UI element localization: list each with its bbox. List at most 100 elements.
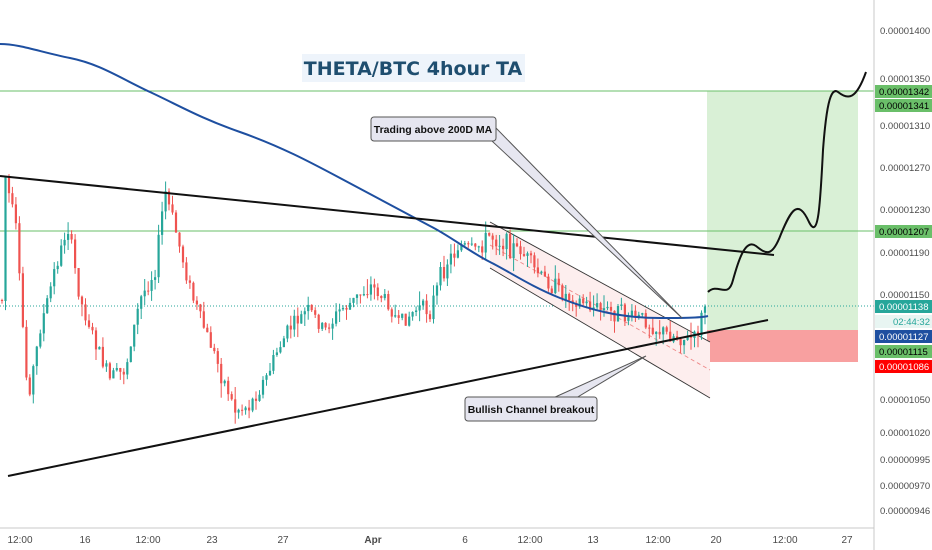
candle-body: [602, 308, 606, 311]
candle-body: [331, 323, 334, 329]
candle-body: [84, 304, 87, 321]
candle-body: [439, 267, 442, 286]
x-tick: 12:00: [7, 535, 32, 546]
badge-ma-text: 0.00001127: [879, 332, 929, 343]
candle-body: [216, 351, 219, 364]
badge-timer-text: 02:44:32: [893, 317, 930, 328]
candle-body: [683, 340, 686, 346]
channel-upper-line: [489, 221, 711, 343]
candle-body: [585, 301, 588, 304]
candle-body: [147, 290, 150, 292]
candle-body: [63, 239, 66, 246]
candle-body: [522, 254, 526, 256]
candle-body: [589, 301, 592, 311]
candle-body: [352, 297, 355, 303]
candle-body: [272, 355, 275, 371]
candle-body: [289, 325, 292, 330]
candle-body: [550, 288, 553, 294]
x-tick: Apr: [364, 535, 381, 546]
badge-target-2: [875, 99, 932, 112]
candle-body: [105, 363, 108, 367]
candle-body: [376, 287, 379, 296]
candle-body: [387, 294, 390, 310]
candle-body: [202, 311, 205, 328]
candle-body: [456, 250, 459, 258]
candle-body: [470, 243, 473, 245]
candle-body: [321, 322, 324, 329]
candle-body: [60, 245, 63, 266]
candle-body: [477, 246, 480, 248]
candle-body: [28, 377, 31, 395]
candle-body: [536, 267, 539, 274]
candle-body: [46, 298, 49, 314]
callout-breakout-pointer: [552, 355, 647, 399]
candle-body: [467, 243, 470, 245]
title-box: [302, 54, 525, 82]
ascending-trendline: [7, 319, 769, 477]
x-tick: 16: [79, 535, 91, 546]
candle-body: [324, 322, 327, 328]
candle-body: [432, 295, 435, 320]
candle-body: [554, 278, 557, 294]
candle-body: [70, 234, 73, 240]
candle-body: [77, 268, 80, 297]
candle-body: [355, 294, 359, 298]
candle-body: [328, 327, 331, 329]
callout-breakout-box: [464, 396, 598, 422]
candle-body: [679, 338, 682, 346]
x-tick: 20: [710, 535, 722, 546]
candle-body: [150, 280, 153, 291]
candle-body: [345, 307, 348, 310]
candle-body: [561, 285, 564, 300]
candle-body: [491, 235, 494, 240]
candle-body: [171, 204, 174, 213]
y-tick: 0.00001350: [880, 74, 930, 85]
candle-body: [206, 327, 209, 333]
candle-body: [314, 310, 317, 315]
candle-body: [67, 234, 70, 240]
callout-breakout-text: Bullish Channel breakout: [468, 404, 595, 416]
candle-body: [94, 330, 98, 350]
candle-body: [644, 313, 647, 328]
candle-body: [35, 346, 38, 367]
candle-body: [230, 394, 233, 400]
badge-level: [875, 225, 932, 238]
candle-body: [599, 303, 602, 311]
x-tick: 13: [587, 535, 599, 546]
candle-body: [185, 262, 188, 281]
candle-body: [234, 399, 237, 413]
candle-body: [390, 309, 393, 317]
badge-current: [875, 300, 932, 313]
candle-body: [195, 300, 198, 305]
candle-body: [658, 331, 661, 335]
candle-body: [380, 296, 383, 299]
candle-body: [42, 313, 45, 334]
candle-body: [481, 246, 484, 253]
price-labels: 0.00001342 0.00001341 0.00001207 0.00001…: [875, 85, 932, 373]
candle-body: [495, 239, 498, 247]
badge-ma: [875, 330, 932, 343]
candle-body: [362, 294, 365, 296]
y-tick: 0.00000970: [880, 481, 930, 492]
candle-body: [428, 314, 432, 320]
candle-body: [641, 313, 644, 315]
candle-body: [265, 375, 268, 380]
candle-body: [369, 284, 372, 295]
descending-trendline: [0, 175, 775, 256]
candle-body: [18, 223, 21, 274]
candle-body: [143, 290, 146, 297]
candle-body: [213, 347, 216, 352]
candle-body: [87, 320, 91, 327]
candle-body: [404, 313, 407, 326]
candle-body: [596, 303, 599, 308]
candle-body: [223, 380, 226, 384]
candle-body: [258, 394, 261, 401]
candle-body: [53, 269, 56, 287]
candle-body: [241, 409, 244, 411]
candle-body: [251, 398, 254, 411]
candle-body: [237, 409, 240, 413]
candle-body: [474, 243, 477, 247]
candle-body: [126, 362, 129, 375]
candle-body: [11, 193, 14, 205]
candle-body: [366, 294, 369, 296]
